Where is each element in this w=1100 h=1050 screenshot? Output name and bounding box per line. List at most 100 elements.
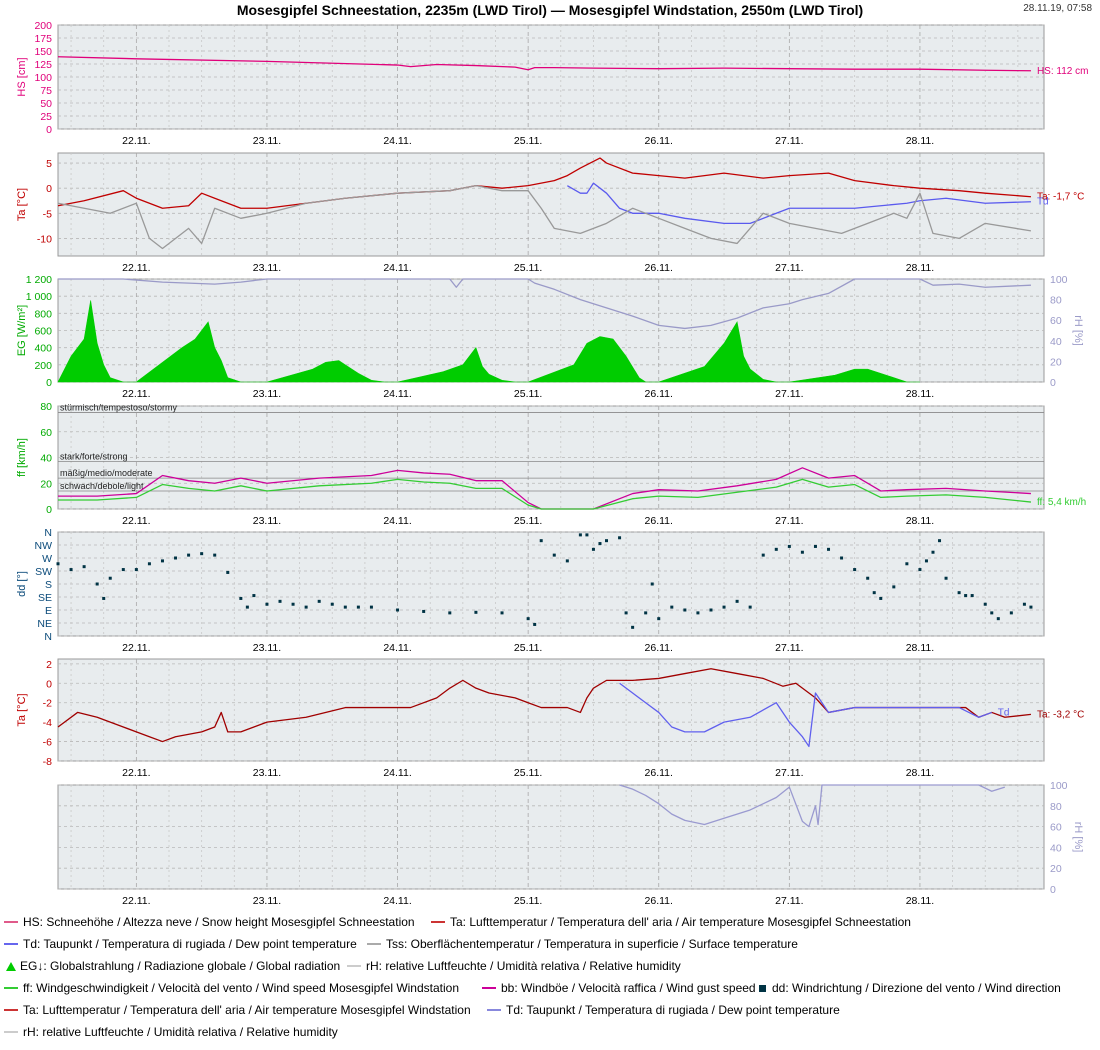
y-tick-label: NW	[35, 540, 53, 552]
legend-label: Tss: Oberflächentemperatur / Temperatura…	[386, 937, 798, 951]
data-point-dd	[121, 568, 125, 572]
data-point-dd	[369, 605, 373, 609]
data-point-dd	[618, 536, 622, 540]
x-tick-label: 28.11.	[906, 895, 934, 907]
data-point-dd	[95, 582, 99, 586]
y2-tick-label: 80	[1050, 801, 1062, 813]
chart-title: Mosesgipfel Schneestation, 2235m (LWD Ti…	[236, 2, 864, 18]
plot-area	[57, 784, 1045, 890]
data-point-dd	[539, 539, 543, 543]
legend-item: rH: relative Luftfeuchte / Umidità relat…	[347, 959, 681, 973]
x-tick-label: 22.11.	[122, 262, 150, 274]
legend-item: Td: Taupunkt / Temperatura di rugiada / …	[487, 1003, 840, 1017]
end-label-ff: ff: 5,4 km/h	[1037, 497, 1086, 508]
data-point-dd	[278, 599, 282, 603]
y-tick-label: W	[42, 553, 52, 565]
data-point-dd	[624, 611, 628, 615]
y2-axis-title: rH [%]	[1072, 822, 1084, 853]
x-tick-label: 24.11.	[383, 642, 411, 654]
data-point-dd	[866, 576, 870, 580]
y-tick-label: 0	[46, 504, 52, 516]
y-tick-label: -6	[43, 737, 52, 749]
data-point-dd	[774, 547, 778, 551]
legend-swatch	[4, 943, 18, 945]
x-tick-label: 27.11.	[775, 135, 803, 147]
x-tick-label: 23.11.	[253, 388, 281, 400]
x-tick-label: 28.11.	[906, 135, 934, 147]
x-tick-label: 24.11.	[383, 135, 411, 147]
x-tick-label: 22.11.	[122, 895, 150, 907]
y-tick-label: -5	[43, 208, 52, 220]
x-tick-label: 23.11.	[253, 767, 281, 779]
threshold-label: stark/forte/strong	[60, 451, 128, 461]
series-rH-line	[619, 784, 1006, 828]
panel-2: Ta: -1,7 °CTd -10 -5 0 5 Ta [°C] 22.11. 23.11. 2…	[16, 152, 1084, 274]
data-point-dd	[990, 611, 994, 615]
x-tick-label: 22.11.	[122, 642, 150, 654]
y2-axis-title: rH [%]	[1072, 315, 1084, 346]
data-point-dd	[526, 617, 530, 621]
y-tick-label: 0	[46, 377, 52, 389]
data-point-dd	[964, 594, 968, 598]
legend-swatch	[487, 1009, 501, 1011]
x-tick-label: 23.11.	[253, 642, 281, 654]
legend-swatch	[4, 1009, 18, 1011]
end-label-Td: Td	[998, 707, 1010, 718]
data-point-dd	[840, 556, 844, 560]
data-point-dd	[650, 582, 654, 586]
x-tick-label: 27.11.	[775, 262, 803, 274]
data-point-dd	[957, 591, 961, 595]
legend-item: Ta: Lufttemperatur / Temperatura dell' a…	[4, 1003, 471, 1017]
y-tick-label: S	[45, 579, 52, 591]
legend-item: EG↓: Globalstrahlung / Radiazione global…	[4, 959, 340, 973]
y-tick-label: 125	[34, 59, 52, 71]
y-tick-label: 150	[34, 46, 52, 58]
legend-swatch	[4, 1031, 18, 1033]
y-tick-label: 400	[34, 343, 52, 355]
y2-tick-label: 80	[1050, 295, 1062, 307]
data-point-dd	[578, 533, 582, 537]
threshold-label: stürmisch/tempestoso/stormy	[60, 402, 178, 412]
panel-3: 0 200 400 600 800 1 000 1 200 0 20 40 60 80 100 EG [W…	[16, 274, 1084, 400]
data-point-dd	[853, 568, 857, 572]
y-tick-label: N	[44, 631, 52, 643]
y2-tick-label: 60	[1050, 822, 1062, 834]
data-point-dd	[892, 585, 896, 589]
x-tick-label: 26.11.	[645, 388, 673, 400]
data-point-dd	[174, 556, 178, 560]
y-tick-label: -2	[43, 698, 52, 710]
x-tick-label: 25.11.	[514, 262, 542, 274]
x-tick-label: 25.11.	[514, 895, 542, 907]
data-point-dd	[983, 602, 987, 606]
legend-swatch	[367, 943, 381, 945]
data-point-dd	[644, 611, 648, 615]
data-point-dd	[108, 576, 112, 580]
threshold-label: schwach/debole/light	[60, 481, 144, 491]
y-tick-label: 40	[40, 453, 52, 465]
x-tick-label: 22.11.	[122, 388, 150, 400]
y-tick-label: 20	[40, 478, 52, 490]
data-point-dd	[1022, 602, 1026, 606]
x-tick-label: 25.11.	[514, 388, 542, 400]
plot-area	[57, 152, 1045, 257]
data-point-dd	[761, 553, 765, 557]
legend-label: EG↓: Globalstrahlung / Radiazione global…	[20, 959, 341, 973]
x-tick-label: 23.11.	[253, 262, 281, 274]
x-tick-label: 28.11.	[906, 642, 934, 654]
legend-item: HS: Schneehöhe / Altezza neve / Snow hei…	[4, 915, 415, 929]
legend-label: ff: Windgeschwindigkeit / Velocità del v…	[23, 981, 460, 995]
data-point-dd	[291, 602, 295, 606]
legend-label: bb: Windböe / Velocità raffica / Wind gu…	[501, 981, 756, 995]
y-tick-label: 60	[40, 427, 52, 439]
data-point-dd	[102, 596, 106, 600]
y-tick-label: 50	[40, 98, 52, 110]
y2-tick-label: 20	[1050, 356, 1062, 368]
legend-swatch	[431, 921, 445, 923]
data-point-dd	[422, 609, 426, 613]
y-axis-title: HS [cm]	[16, 57, 28, 96]
data-point-dd	[872, 591, 876, 595]
data-point-dd	[1029, 605, 1033, 609]
y-tick-label: 175	[34, 33, 52, 45]
